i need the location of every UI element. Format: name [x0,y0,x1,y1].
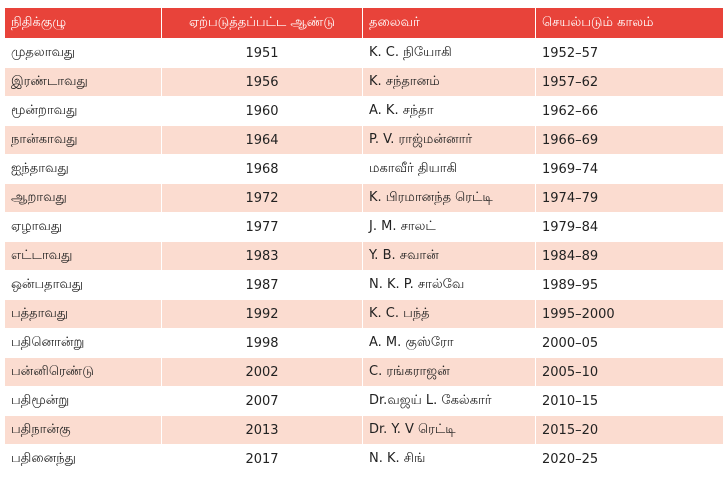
cell-chairman: J. M. சாலட் [362,212,536,242]
cell-year: 1998 [161,328,363,358]
cell-period: 1984–89 [535,241,724,271]
table-row: பதிமூன்று 2007 Dr.வஜய் L. கேல்கார் 2010–15 [4,386,724,416]
table-row: ஐந்தாவது 1968 மகாவீர் தியாகி 1969–74 [4,154,724,184]
cell-commission: ஏழாவது [4,212,162,242]
cell-year: 1956 [161,67,363,97]
cell-commission: மூன்றாவது [4,96,162,126]
header-chairman: தலைவர் [362,7,536,39]
cell-period: 1957–62 [535,67,724,97]
cell-year: 1964 [161,125,363,155]
table-row: பதினொன்று 1998 A. M. குஸ்ரோ 2000–05 [4,328,724,358]
cell-year: 2013 [161,415,363,445]
cell-year: 1972 [161,183,363,213]
cell-chairman: A. M. குஸ்ரோ [362,328,536,358]
cell-period: 2005–10 [535,357,724,387]
cell-chairman: Y. B. சவான் [362,241,536,271]
header-commission: நிதிக்குழு [4,7,162,39]
cell-commission: ஆறாவது [4,183,162,213]
cell-period: 1952–57 [535,38,724,68]
cell-commission: முதலாவது [4,38,162,68]
cell-year: 2017 [161,444,363,474]
cell-year: 1992 [161,299,363,329]
cell-year: 1951 [161,38,363,68]
table-row: ஒன்பதாவது 1987 N. K. P. சால்வே 1989–95 [4,270,724,300]
table-row: பன்னிரெண்டு 2002 C. ரங்கராஜன் 2005–10 [4,357,724,387]
table-header-row: நிதிக்குழு ஏற்படுத்தப்பட்ட ஆண்டு தலைவர் … [4,7,724,39]
cell-period: 1974–79 [535,183,724,213]
cell-chairman: N. K. P. சால்வே [362,270,536,300]
cell-chairman: C. ரங்கராஜன் [362,357,536,387]
cell-commission: நான்காவது [4,125,162,155]
table-row: பதினைந்து 2017 N. K. சிங் 2020–25 [4,444,724,474]
cell-year: 1983 [161,241,363,271]
cell-commission: பன்னிரெண்டு [4,357,162,387]
table-row: பத்தாவது 1992 K. C. பந்த் 1995–2000 [4,299,724,329]
cell-chairman: K. பிரமானந்த ரெட்டி [362,183,536,213]
cell-commission: எட்டாவது [4,241,162,271]
cell-year: 1960 [161,96,363,126]
cell-chairman: மகாவீர் தியாகி [362,154,536,184]
cell-year: 2007 [161,386,363,416]
cell-chairman: K. C. பந்த் [362,299,536,329]
cell-commission: பதிமூன்று [4,386,162,416]
cell-period: 1979–84 [535,212,724,242]
header-year: ஏற்படுத்தப்பட்ட ஆண்டு [161,7,363,39]
cell-commission: ஒன்பதாவது [4,270,162,300]
cell-period: 1966–69 [535,125,724,155]
table-row: மூன்றாவது 1960 A. K. சந்தா 1962–66 [4,96,724,126]
cell-year: 1987 [161,270,363,300]
cell-period: 1962–66 [535,96,724,126]
table-row: ஏழாவது 1977 J. M. சாலட் 1979–84 [4,212,724,242]
cell-chairman: K. C. நியோகி [362,38,536,68]
cell-chairman: Dr. Y. V ரெட்டி [362,415,536,445]
cell-chairman: P. V. ராஜ்மன்னார் [362,125,536,155]
table-row: முதலாவது 1951 K. C. நியோகி 1952–57 [4,38,724,68]
finance-commission-table: நிதிக்குழு ஏற்படுத்தப்பட்ட ஆண்டு தலைவர் … [4,7,724,474]
cell-chairman: Dr.வஜய் L. கேல்கார் [362,386,536,416]
header-period: செயல்படும் காலம் [535,7,724,39]
cell-commission: பதினைந்து [4,444,162,474]
table-row: இரண்டாவது 1956 K. சந்தானம் 1957–62 [4,67,724,97]
cell-year: 1977 [161,212,363,242]
cell-commission: பத்தாவது [4,299,162,329]
cell-period: 2000–05 [535,328,724,358]
table-row: ஆறாவது 1972 K. பிரமானந்த ரெட்டி 1974–79 [4,183,724,213]
cell-commission: ஐந்தாவது [4,154,162,184]
cell-chairman: N. K. சிங் [362,444,536,474]
cell-period: 1989–95 [535,270,724,300]
table-row: பதிநான்கு 2013 Dr. Y. V ரெட்டி 2015–20 [4,415,724,445]
cell-commission: பதிநான்கு [4,415,162,445]
cell-chairman: A. K. சந்தா [362,96,536,126]
table-row: நான்காவது 1964 P. V. ராஜ்மன்னார் 1966–69 [4,125,724,155]
cell-period: 1969–74 [535,154,724,184]
cell-period: 2015–20 [535,415,724,445]
table-row: எட்டாவது 1983 Y. B. சவான் 1984–89 [4,241,724,271]
cell-commission: பதினொன்று [4,328,162,358]
cell-period: 2010–15 [535,386,724,416]
table-body: முதலாவது 1951 K. C. நியோகி 1952–57 இரண்டாவது… [4,38,724,474]
cell-period: 2020–25 [535,444,724,474]
cell-year: 2002 [161,357,363,387]
cell-year: 1968 [161,154,363,184]
finance-commission-table-container: நிதிக்குழு ஏற்படுத்தப்பட்ட ஆண்டு தலைவர் … [4,7,724,474]
cell-chairman: K. சந்தானம் [362,67,536,97]
cell-period: 1995–2000 [535,299,724,329]
cell-commission: இரண்டாவது [4,67,162,97]
